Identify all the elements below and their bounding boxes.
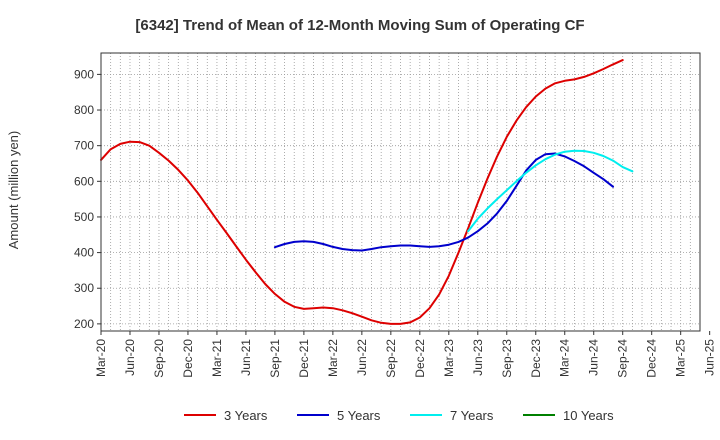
legend-label-3-years: 3 Years bbox=[224, 408, 268, 423]
legend-label-10-years: 10 Years bbox=[563, 408, 614, 423]
legend: 3 Years 5 Years 7 Years 10 Years bbox=[184, 408, 614, 423]
x-tick-label: Sep-21 bbox=[268, 339, 282, 378]
series-line-7-years bbox=[467, 149, 634, 233]
x-tick-label: Mar-22 bbox=[326, 339, 340, 377]
x-tick-label: Mar-24 bbox=[558, 339, 572, 377]
x-tick-label: Jun-24 bbox=[587, 339, 601, 376]
y-tick-label: 200 bbox=[74, 317, 94, 331]
x-tick-label: Jun-20 bbox=[123, 339, 137, 376]
x-tick-label: Sep-24 bbox=[616, 339, 630, 378]
x-tick-label: Mar-20 bbox=[94, 339, 108, 377]
x-tick-label: Jun-23 bbox=[471, 339, 485, 376]
y-tick-label: 600 bbox=[74, 174, 94, 188]
x-tick-label: Dec-23 bbox=[529, 339, 543, 378]
y-tick-label: 400 bbox=[74, 246, 94, 260]
y-tick-label: 300 bbox=[74, 281, 94, 295]
x-tick-label: Mar-21 bbox=[210, 339, 224, 377]
x-tick-label: Sep-20 bbox=[152, 339, 166, 378]
x-tick-label: Jun-25 bbox=[703, 339, 717, 376]
x-tick-label: Dec-20 bbox=[181, 339, 195, 378]
y-tick-label: 800 bbox=[74, 103, 94, 117]
grid-lines bbox=[100, 53, 701, 331]
x-tick-label: Dec-22 bbox=[413, 339, 427, 378]
series-line-3-years bbox=[100, 59, 624, 325]
x-tick-label: Jun-21 bbox=[239, 339, 253, 376]
legend-label-5-years: 5 Years bbox=[337, 408, 381, 423]
x-tick-label: Jun-22 bbox=[355, 339, 369, 376]
chart-title: [6342] Trend of Mean of 12-Month Moving … bbox=[135, 17, 584, 34]
x-tick-label: Dec-24 bbox=[645, 339, 659, 378]
x-tick-label: Mar-25 bbox=[674, 339, 688, 377]
y-tick-label: 700 bbox=[74, 139, 94, 153]
x-tick-label: Dec-21 bbox=[297, 339, 311, 378]
series-lines bbox=[100, 59, 634, 325]
x-tick-label: Sep-22 bbox=[384, 339, 398, 378]
y-tick-label: 900 bbox=[74, 67, 94, 81]
y-tick-label: 500 bbox=[74, 210, 94, 224]
x-tick-label: Sep-23 bbox=[500, 339, 514, 378]
plot-border bbox=[100, 52, 701, 332]
x-tick-label: Mar-23 bbox=[442, 339, 456, 377]
y-axis-label: Amount (million yen) bbox=[6, 131, 21, 250]
legend-label-7-years: 7 Years bbox=[450, 408, 494, 423]
x-axis-ticks: Mar-20 Jun-20 Sep-20 Dec-20 Mar-21 Jun-21 Sep-… bbox=[94, 331, 717, 378]
y-axis-ticks: 200 300 400 500 600 700 800 900 bbox=[74, 67, 101, 331]
